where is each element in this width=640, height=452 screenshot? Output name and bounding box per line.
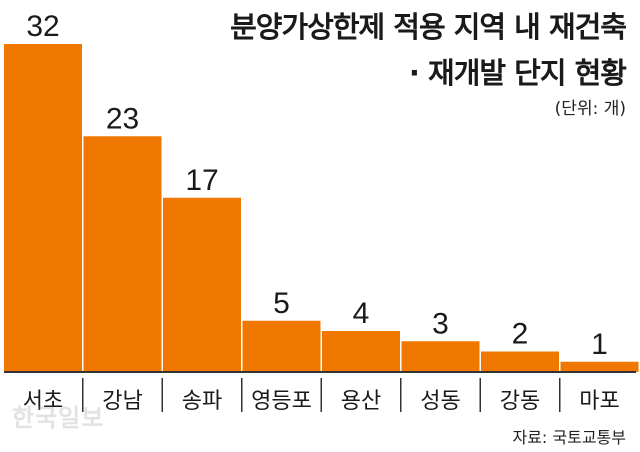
bar-7 [560, 361, 639, 372]
category-label-1: 강남 [102, 389, 142, 414]
chart-title-line1: 분양가상한제 적용 지역 내 재건축 [230, 10, 627, 44]
category-label-2: 송파 [182, 389, 222, 414]
bar-2 [163, 197, 241, 372]
chart-title-line2: · 재개발 단지 현황 [408, 56, 627, 90]
bars-group [4, 44, 639, 372]
bar-0 [4, 44, 82, 372]
value-label-3: 5 [273, 287, 290, 320]
bar-5 [401, 341, 480, 372]
category-labels-group: 서초 강남 송파 영등포 용산 성동 강동 마포 [23, 389, 620, 414]
value-label-5: 3 [432, 307, 449, 340]
category-label-7: 마포 [579, 389, 619, 414]
value-label-2: 17 [185, 164, 218, 197]
category-label-5: 성동 [420, 389, 460, 414]
bar-3 [242, 320, 321, 372]
category-label-3: 영등포 [251, 389, 312, 414]
bar-6 [481, 351, 559, 372]
bar-4 [322, 331, 400, 372]
category-label-6: 강동 [500, 389, 540, 414]
watermark-logo: 한국일보 [12, 404, 105, 432]
value-label-0: 32 [26, 10, 59, 43]
source-note: 자료: 국토교통부 [512, 428, 626, 447]
category-label-0: 서초 [23, 389, 63, 414]
value-label-4: 4 [353, 297, 370, 330]
value-label-1: 23 [106, 102, 139, 135]
value-label-6: 2 [512, 318, 529, 351]
value-label-7: 1 [591, 328, 608, 361]
x-axis-ticks-group [82, 378, 561, 412]
category-label-4: 용산 [341, 389, 381, 414]
bar-1 [83, 136, 162, 372]
unit-label: (단위: 개) [554, 99, 626, 119]
